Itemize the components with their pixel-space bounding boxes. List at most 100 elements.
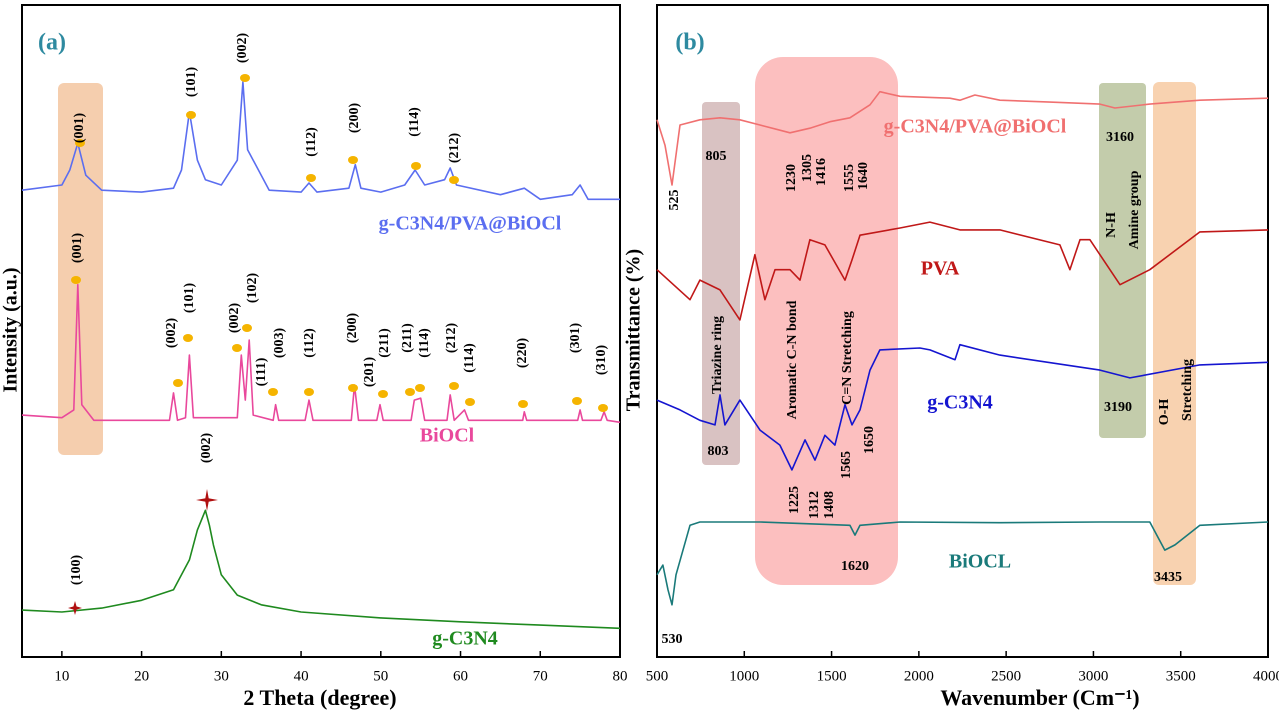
annotation: Triazine ring	[710, 316, 725, 394]
peak-marker	[411, 162, 421, 170]
annotation: (101)	[184, 67, 199, 98]
x-tick-label: 500	[646, 668, 669, 684]
annotation: 1555	[842, 164, 857, 192]
annotation: (211)	[377, 328, 392, 358]
highlight-band	[58, 83, 103, 455]
y-axis-label: Intensity (a.u.)	[0, 267, 22, 392]
annotation: 1230	[784, 164, 799, 192]
annotation: 525	[667, 190, 682, 211]
series-label: BiOCL	[949, 551, 1011, 573]
peak-marker	[183, 334, 193, 342]
annotation: (001)	[72, 113, 87, 144]
series-label: g-C3N4/PVA@BiOCl	[379, 213, 562, 235]
annotation: (220)	[515, 338, 530, 369]
plot-frame	[21, 4, 621, 658]
annotation: (002)	[164, 318, 179, 349]
peak-marker	[518, 400, 528, 408]
annotation: (114)	[462, 343, 477, 373]
peak-marker	[186, 111, 196, 119]
annotation: (114)	[417, 328, 432, 358]
y-axis-label: Transmittance (%)	[623, 249, 645, 411]
x-tick-label: 10	[54, 668, 69, 684]
series-label: g-C3N4	[432, 628, 498, 650]
spectrum-line	[656, 343, 1269, 471]
peak-marker	[71, 276, 81, 284]
annotation: (301)	[568, 323, 583, 354]
series-label: PVA	[921, 258, 960, 280]
annotation: (114)	[407, 107, 422, 137]
annotation: (212)	[444, 323, 459, 354]
highlight-band	[702, 102, 740, 465]
annotation: (101)	[182, 283, 197, 314]
annotation: 3190	[1104, 400, 1132, 415]
x-tick-label: 70	[533, 668, 548, 684]
spectrum-line	[656, 221, 1269, 321]
annotation: 1640	[856, 162, 871, 190]
x-tick-label: 1500	[817, 668, 847, 684]
annotation: 3435	[1154, 570, 1182, 585]
x-tick-label: 30	[214, 668, 229, 684]
annotation: N-H	[1104, 212, 1119, 238]
peak-marker	[348, 156, 358, 164]
x-tick-label: 3000	[1078, 668, 1108, 684]
annotation: (200)	[345, 313, 360, 344]
annotation: 1305	[800, 154, 815, 182]
spectrum-line	[656, 90, 1269, 186]
annotation: 805	[706, 149, 727, 164]
highlight-band	[755, 57, 898, 585]
x-tick-label: 80	[613, 668, 628, 684]
peak-star	[196, 489, 218, 511]
panel-label: (b)	[675, 30, 704, 56]
annotation: 1565	[839, 451, 854, 479]
annotation: (212)	[447, 133, 462, 164]
x-tick-label: 20	[134, 668, 149, 684]
peak-marker	[449, 382, 459, 390]
annotation: 3160	[1106, 130, 1134, 145]
peak-marker	[378, 390, 388, 398]
peak-marker	[173, 379, 183, 387]
peak-marker	[465, 398, 475, 406]
annotation: 803	[708, 444, 729, 459]
peak-star	[68, 601, 82, 615]
peak-marker	[415, 384, 425, 392]
x-axis-label: 2 Theta (degree)	[243, 685, 396, 710]
peak-marker	[304, 388, 314, 396]
series-label: g-C3N4	[927, 392, 993, 414]
peak-marker	[572, 397, 582, 405]
spectrum-line	[21, 81, 620, 201]
annotation: (112)	[302, 328, 317, 358]
peak-marker	[240, 74, 250, 82]
annotation: (002)	[227, 303, 242, 334]
peak-marker	[405, 388, 415, 396]
peak-marker	[232, 344, 242, 352]
highlight-band	[1099, 83, 1146, 438]
annotation: C=N Stretching	[840, 311, 855, 405]
spectrum-line	[21, 283, 621, 424]
peak-marker	[306, 174, 316, 182]
spectrum-line	[21, 509, 621, 630]
annotation: Aromatic C-N bond	[785, 300, 800, 419]
annotation: 1312	[807, 491, 822, 519]
peak-marker	[242, 324, 252, 332]
annotation: Amine group	[1127, 170, 1142, 249]
plots: 10 20 30 40 50 60 70 80 (a) 2 Theta (degree) Inten…	[0, 4, 1279, 710]
peak-marker	[348, 384, 358, 392]
x-tick-label: 40	[294, 668, 309, 684]
annotation: (211)	[400, 323, 415, 353]
annotation: (001)	[70, 233, 85, 264]
peak-marker	[449, 176, 459, 184]
peak-marker	[598, 404, 608, 412]
plot-frame	[656, 4, 1269, 658]
annotation: (310)	[594, 345, 609, 376]
annotation: 1225	[787, 486, 802, 514]
annotation: (003)	[272, 328, 287, 359]
annotation: (102)	[245, 273, 260, 304]
annotation: (002)	[199, 433, 214, 464]
series-label: BiOCl	[420, 425, 475, 447]
annotation: Stretching	[1180, 359, 1195, 421]
x-tick-label: 3500	[1166, 668, 1196, 684]
x-tick-label: 2500	[991, 668, 1021, 684]
panel-label: (a)	[38, 30, 66, 56]
annotation: (002)	[235, 33, 250, 64]
